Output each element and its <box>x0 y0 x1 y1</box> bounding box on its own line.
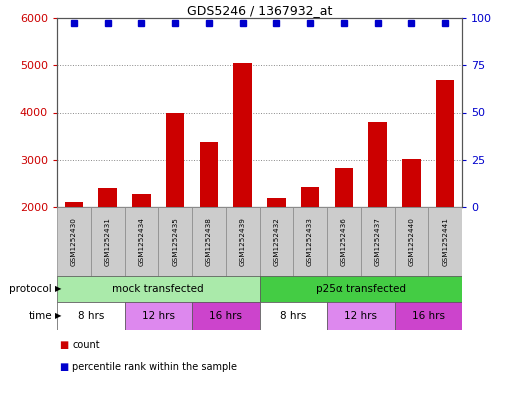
Text: 16 hrs: 16 hrs <box>209 311 242 321</box>
Bar <box>91 207 125 276</box>
Text: 8 hrs: 8 hrs <box>280 311 306 321</box>
Bar <box>361 207 394 276</box>
Text: ■: ■ <box>60 362 69 371</box>
Text: GSM1252441: GSM1252441 <box>442 217 448 266</box>
Bar <box>436 81 455 207</box>
Text: GSM1252439: GSM1252439 <box>240 217 246 266</box>
Text: p25α transfected: p25α transfected <box>315 284 406 294</box>
Bar <box>260 302 327 330</box>
Text: 16 hrs: 16 hrs <box>412 311 445 321</box>
Bar <box>125 207 158 276</box>
Bar <box>200 142 218 207</box>
Text: GSM1252438: GSM1252438 <box>206 217 212 266</box>
Bar <box>394 302 462 330</box>
Bar <box>166 112 184 207</box>
Bar <box>260 276 462 302</box>
Bar <box>98 188 117 207</box>
Bar <box>368 122 387 207</box>
Bar <box>301 187 320 207</box>
Text: ▶: ▶ <box>55 312 62 321</box>
Bar <box>158 207 192 276</box>
Text: percentile rank within the sample: percentile rank within the sample <box>72 362 238 371</box>
Text: GSM1252440: GSM1252440 <box>408 217 415 266</box>
Text: GSM1252434: GSM1252434 <box>139 217 144 266</box>
Bar <box>65 202 83 207</box>
Text: GSM1252437: GSM1252437 <box>374 217 381 266</box>
Bar <box>57 276 260 302</box>
Text: GSM1252432: GSM1252432 <box>273 217 280 266</box>
Bar <box>327 207 361 276</box>
Text: GSM1252435: GSM1252435 <box>172 217 178 266</box>
Bar <box>327 302 394 330</box>
Text: 8 hrs: 8 hrs <box>77 311 104 321</box>
Text: ■: ■ <box>60 340 69 350</box>
Text: ▶: ▶ <box>55 285 62 294</box>
Bar <box>192 207 226 276</box>
Bar <box>226 207 260 276</box>
Bar <box>192 302 260 330</box>
Bar <box>57 302 125 330</box>
Text: protocol: protocol <box>9 284 52 294</box>
Bar <box>334 168 353 207</box>
Title: GDS5246 / 1367932_at: GDS5246 / 1367932_at <box>187 4 332 17</box>
Bar <box>132 194 151 207</box>
Bar <box>57 207 91 276</box>
Text: time: time <box>28 311 52 321</box>
Bar <box>394 207 428 276</box>
Bar <box>260 207 293 276</box>
Text: GSM1252433: GSM1252433 <box>307 217 313 266</box>
Bar <box>125 302 192 330</box>
Text: GSM1252430: GSM1252430 <box>71 217 77 266</box>
Text: mock transfected: mock transfected <box>112 284 204 294</box>
Bar <box>233 63 252 207</box>
Text: count: count <box>72 340 100 350</box>
Bar <box>293 207 327 276</box>
Text: 12 hrs: 12 hrs <box>344 311 377 321</box>
Bar <box>428 207 462 276</box>
Bar <box>402 159 421 207</box>
Text: GSM1252436: GSM1252436 <box>341 217 347 266</box>
Bar <box>267 198 286 207</box>
Text: GSM1252431: GSM1252431 <box>105 217 111 266</box>
Text: 12 hrs: 12 hrs <box>142 311 175 321</box>
